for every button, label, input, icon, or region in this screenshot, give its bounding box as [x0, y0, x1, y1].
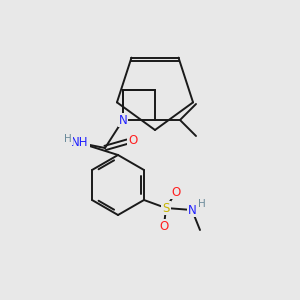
Text: O: O [171, 185, 181, 199]
Text: N: N [188, 203, 196, 217]
Text: H: H [198, 199, 206, 209]
Text: N: N [118, 113, 127, 127]
Text: H: H [64, 134, 72, 144]
Text: S: S [162, 202, 170, 214]
Text: NH: NH [71, 136, 89, 149]
Text: O: O [159, 220, 169, 232]
Text: O: O [128, 134, 138, 146]
